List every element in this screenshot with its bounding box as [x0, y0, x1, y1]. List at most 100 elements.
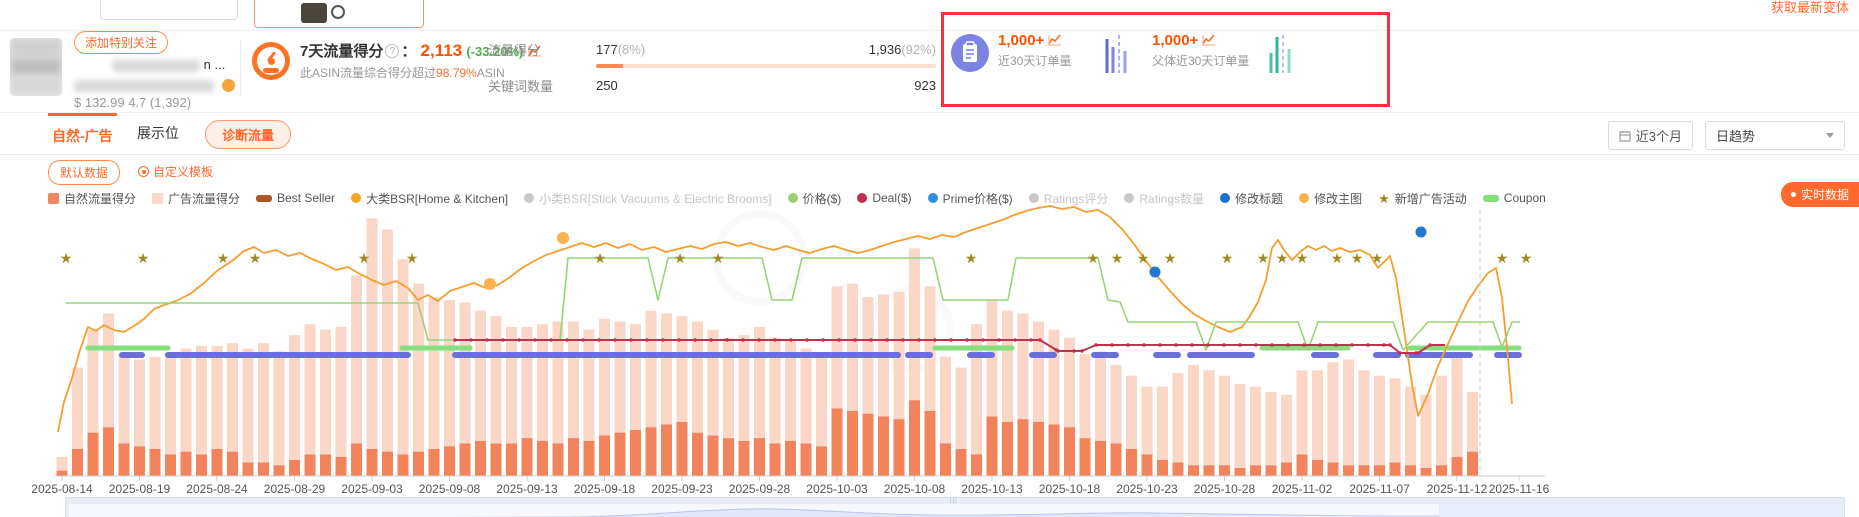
new-ad-campaign-star-icon[interactable]: ★	[1496, 250, 1509, 266]
legend-item[interactable]: Ratings数量	[1124, 190, 1204, 207]
bar-natural[interactable]	[862, 413, 874, 476]
bar-ad[interactable]	[1296, 370, 1308, 455]
bar-natural[interactable]	[242, 462, 254, 476]
bar-natural[interactable]	[289, 459, 300, 476]
bar-ad[interactable]	[723, 337, 734, 439]
bar-ad[interactable]	[676, 316, 688, 422]
bar-ad[interactable]	[87, 329, 99, 433]
bar-ad[interactable]	[831, 286, 843, 409]
bar-ad[interactable]	[800, 348, 812, 444]
bar-ad[interactable]	[196, 345, 207, 455]
bar-natural[interactable]	[351, 443, 362, 477]
new-ad-campaign-star-icon[interactable]: ★	[1276, 250, 1289, 266]
title-change-dot-icon[interactable]	[1415, 226, 1427, 238]
bar-natural[interactable]	[320, 454, 331, 476]
bar-ad[interactable]	[1389, 378, 1401, 463]
new-ad-campaign-star-icon[interactable]: ★	[674, 250, 687, 266]
image-search-box[interactable]	[254, 0, 424, 28]
bar-natural[interactable]	[459, 443, 471, 477]
bar-ad[interactable]	[118, 354, 130, 444]
bar-ad[interactable]	[149, 356, 161, 449]
image-change-dot-icon[interactable]	[484, 278, 496, 290]
bar-ad[interactable]	[583, 329, 595, 441]
get-latest-variants-link[interactable]: 获取最新变体	[1770, 0, 1849, 15]
bar-natural[interactable]	[816, 446, 827, 476]
legend-item[interactable]: 小类BSR[Stick Vacuums & Electric Brooms]	[524, 190, 772, 207]
new-ad-campaign-star-icon[interactable]: ★	[60, 250, 73, 266]
bar-natural[interactable]	[769, 443, 781, 477]
bar-ad[interactable]	[1079, 354, 1091, 439]
bar-natural[interactable]	[56, 470, 68, 476]
bar-natural[interactable]	[366, 448, 378, 476]
bar-natural[interactable]	[614, 432, 626, 476]
bar-natural[interactable]	[134, 446, 145, 476]
line-series[interactable]	[57, 205, 1513, 433]
bar-ad[interactable]	[1064, 337, 1075, 428]
bar-ad[interactable]	[320, 329, 331, 455]
legend-item[interactable]: 大类BSR[Home & Kitchen]	[351, 190, 508, 207]
bar-ad[interactable]	[1327, 362, 1339, 463]
bar-natural[interactable]	[552, 443, 564, 477]
bar-ad[interactable]	[1002, 310, 1013, 422]
bar-natural[interactable]	[382, 451, 393, 476]
bar-ad[interactable]	[568, 321, 579, 439]
bar-natural[interactable]	[1358, 465, 1370, 476]
bar-natural[interactable]	[165, 454, 176, 476]
legend-item[interactable]: 修改主图	[1299, 190, 1362, 207]
new-ad-campaign-star-icon[interactable]: ★	[358, 250, 371, 266]
bar-natural[interactable]	[87, 432, 99, 476]
tab-natural-ad[interactable]: 自然-广告	[48, 113, 117, 155]
bar-natural[interactable]	[1172, 462, 1184, 476]
bar-ad[interactable]	[1048, 329, 1060, 425]
new-ad-campaign-star-icon[interactable]: ★	[594, 250, 607, 266]
new-ad-campaign-star-icon[interactable]: ★	[1257, 250, 1270, 266]
bar-natural[interactable]	[72, 448, 83, 476]
bar-ad[interactable]	[289, 335, 300, 460]
bar-natural[interactable]	[444, 446, 455, 476]
bar-natural[interactable]	[413, 451, 424, 476]
new-ad-campaign-star-icon[interactable]: ★	[249, 250, 262, 266]
bar-natural[interactable]	[118, 443, 130, 477]
bar-ad[interactable]	[475, 310, 486, 441]
bar-natural[interactable]	[1188, 465, 1199, 476]
bar-natural[interactable]	[785, 440, 796, 476]
top-input-box[interactable]	[100, 0, 238, 20]
bar-natural[interactable]	[490, 443, 502, 477]
default-data-button[interactable]: 默认数据	[48, 160, 121, 185]
bar-natural[interactable]	[1374, 465, 1385, 476]
legend-item[interactable]: Coupon	[1482, 191, 1546, 205]
bar-natural[interactable]	[537, 440, 548, 476]
bar-ad[interactable]	[1250, 386, 1261, 466]
bar-ad[interactable]	[630, 324, 641, 430]
bar-natural[interactable]	[754, 438, 765, 476]
bar-ad[interactable]	[785, 340, 796, 441]
help-icon[interactable]: ?	[385, 44, 400, 58]
bar-ad[interactable]	[1234, 383, 1246, 468]
bar-natural[interactable]	[909, 400, 920, 476]
bar-ad[interactable]	[444, 299, 455, 447]
bar-natural[interactable]	[211, 448, 223, 476]
bar-ad[interactable]	[1203, 370, 1215, 466]
bar-ad[interactable]	[955, 367, 967, 449]
bar-natural[interactable]	[1033, 421, 1044, 476]
bar-natural[interactable]	[1327, 462, 1339, 476]
bar-ad[interactable]	[707, 329, 719, 436]
bar-ad[interactable]	[1281, 394, 1292, 463]
bar-ad[interactable]	[180, 348, 192, 452]
bar-natural[interactable]	[1002, 421, 1013, 476]
bar-natural[interactable]	[1234, 467, 1246, 476]
bar-ad[interactable]	[847, 283, 858, 411]
bar-ad[interactable]	[599, 318, 610, 436]
new-ad-campaign-star-icon[interactable]: ★	[1221, 250, 1234, 266]
new-ad-campaign-star-icon[interactable]: ★	[1137, 250, 1150, 266]
bar-ad[interactable]	[924, 286, 936, 411]
bar-natural[interactable]	[692, 432, 703, 476]
bar-natural[interactable]	[893, 419, 905, 476]
datazoom-window[interactable]	[69, 504, 1440, 517]
bar-natural[interactable]	[273, 465, 285, 476]
bar-ad[interactable]	[211, 345, 223, 449]
bar-natural[interactable]	[196, 454, 207, 476]
title-change-dot-icon[interactable]	[1149, 266, 1161, 278]
bar-ad[interactable]	[692, 321, 703, 433]
bar-natural[interactable]	[1296, 454, 1308, 476]
